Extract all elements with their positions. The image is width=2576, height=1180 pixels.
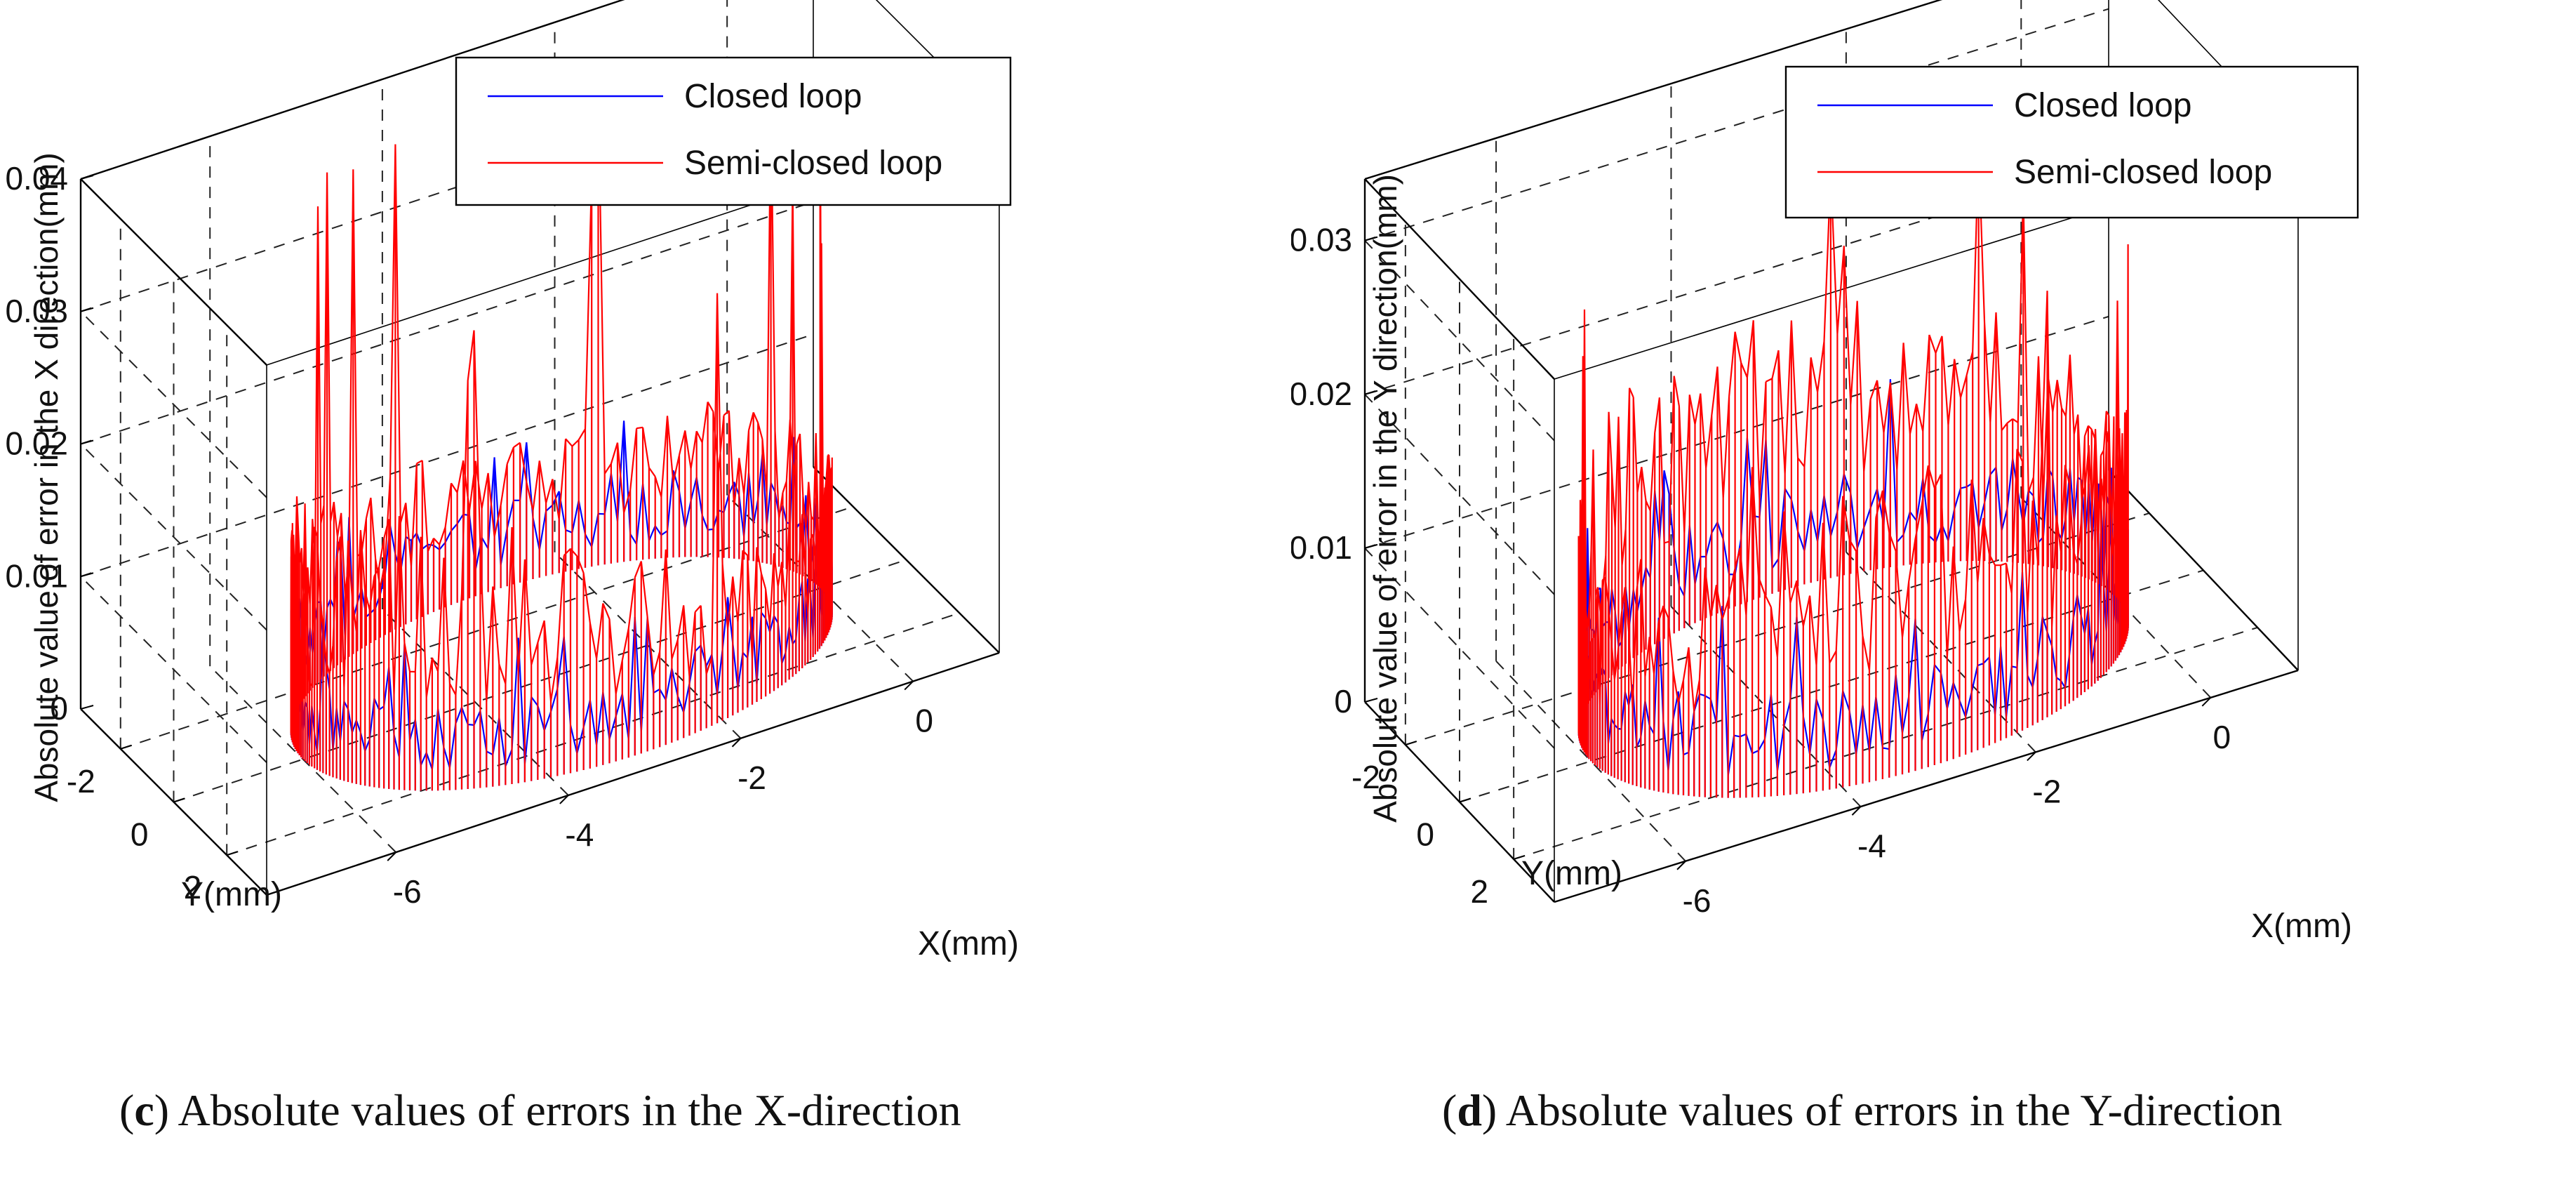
c-y-tick-label: 2 (184, 869, 202, 906)
d-y-axis-label: Y(mm) (1521, 855, 1622, 892)
d-x-tick-label: -4 (1857, 828, 1886, 864)
d-legend-box (1784, 65, 2359, 219)
c-y-tick-mark (120, 744, 133, 750)
chart-c: 00.010.020.030.040-2-4-620-2X(mm)Y(mm)Ab… (5, 0, 1019, 962)
d-z-axis-label: Absolute value of error in the Y directi… (1367, 174, 1403, 823)
c-legend-label-closed-loop: Closed loop (684, 78, 862, 115)
c-x-tick-label: -4 (565, 816, 594, 853)
d-legend-label-semi-closed-loop: Semi-closed loop (2014, 154, 2272, 191)
d-grid-z-back (1364, 161, 2109, 395)
c-legend-label-semi-closed-loop: Semi-closed loop (684, 145, 942, 182)
c-y-tick-mark (226, 851, 239, 856)
d-y-tick-label: -2 (1352, 759, 1380, 795)
caption-d: (d) Absolute values of errors in the Y-d… (1442, 1085, 2283, 1135)
c-x-tick-mark (387, 851, 396, 861)
d-series-semi-closed-loop-line (1577, 146, 2129, 798)
d-axis-x (1554, 669, 2299, 903)
d-x-tick-mark (1676, 861, 1686, 870)
d-y-tick-mark (1513, 854, 1526, 860)
c-z-tick-mark (80, 307, 94, 312)
c-z-tick-mark (80, 439, 94, 445)
d-y-tick-label: 0 (1416, 816, 1434, 853)
d-grid-y-floor (1513, 626, 2258, 860)
c-grid-y-floor (120, 505, 854, 750)
d-z-tick-mark (1364, 543, 1378, 549)
d-z-tick-mark (1364, 236, 1378, 241)
c-grid-y-floor (226, 612, 960, 856)
c-axis-x (266, 651, 1000, 896)
d-y-tick-mark (1459, 797, 1471, 803)
c-z-tick-label: 0.02 (5, 425, 68, 462)
c-x-tick-mark (731, 738, 742, 748)
d-x-tick-label: -6 (1683, 882, 1711, 919)
c-legend-box (455, 56, 1012, 206)
d-legend-label-closed-loop: Closed loop (2014, 87, 2192, 124)
caption-c: (c) Absolute values of errors in the X-d… (119, 1085, 961, 1135)
panel-d: 0 0.01 0.02 0.03 0 -2 -4 -6 2 0 -2 X(mm) Y(mm) Absolu… (1291, 0, 2576, 1053)
d-z-tick-label: 0.02 (1291, 376, 1352, 412)
caption-d-letter: d (1457, 1085, 1482, 1135)
c-grid-z-back (80, 333, 814, 578)
d-z-tick-label: 0.01 (1291, 529, 1352, 566)
d-x-axis-label: X(mm) (2251, 908, 2352, 945)
d-x-tick-mark (1851, 806, 1862, 816)
c-z-tick-mark (80, 175, 94, 180)
d-box-edge (1364, 0, 1943, 180)
c-z-tick-label: 0.04 (5, 160, 68, 197)
caption-c-text: Absolute values of errors in the X-direc… (178, 1085, 961, 1135)
d-z-tick-label: 0 (1334, 683, 1352, 720)
c-z-tick-label: 0 (50, 690, 68, 727)
c-y-axis-label: Y(mm) (181, 876, 282, 913)
c-grid-z-back (80, 68, 814, 312)
d-grid-z-back (1364, 315, 2109, 549)
caption-d-text: Absolute values of errors in the Y-direc… (1505, 1085, 2283, 1135)
d-box-edge (1364, 178, 1555, 380)
c-x-tick-mark (559, 795, 569, 804)
c-y-tick-label: 0 (131, 816, 149, 853)
c-box-edge (80, 0, 625, 180)
c-x-tick-label: 0 (915, 703, 933, 739)
d-y-tick-mark (1405, 741, 1417, 746)
d-grid-x-floor (1846, 551, 2036, 753)
d-x-tick-mark (2027, 751, 2036, 762)
c-x-tick-label: -2 (738, 760, 766, 796)
panel-c: 0 0.01 0.02 0.03 0.04 0 -2 -4 -6 2 0 -2 X(mm) Y(mm) Ab… (0, 0, 1263, 1053)
c-grid-y-floor (173, 559, 907, 803)
d-grid-y-floor (1405, 512, 2150, 746)
d-y-tick-label: 2 (1471, 873, 1489, 910)
c-z-tick-label: 0.01 (5, 557, 68, 594)
c-x-axis-label: X(mm) (918, 925, 1019, 962)
d-grid-x-floor (1495, 661, 1686, 862)
d-grid-z-back (1364, 8, 2109, 241)
c-z-tick-mark (80, 705, 94, 710)
d-x-tick-mark (2201, 697, 2212, 707)
d-grid-y-floor (1459, 569, 2204, 803)
chart-d: 00.010.020.030-2-4-620-2X(mm)Y(mm)Absolu… (1291, 0, 2359, 945)
d-grid-z-left (1364, 548, 1555, 749)
c-grid-x-floor (209, 665, 396, 853)
c-y-tick-label: -2 (67, 763, 95, 800)
d-z-tick-label: 0.03 (1291, 222, 1352, 258)
c-series-semi-closed-loop-line (290, 81, 833, 791)
c-grid-z-back (80, 201, 814, 445)
d-z-tick-mark (1364, 698, 1378, 703)
c-x-tick-mark (904, 680, 914, 691)
c-y-tick-mark (173, 797, 185, 803)
caption-c-letter: c (134, 1085, 154, 1135)
c-box-edge (813, 466, 1000, 654)
d-grid-z-left (1364, 239, 1555, 442)
d-x-tick-label: 0 (2213, 719, 2231, 755)
c-z-tick-label: 0.03 (5, 293, 68, 329)
d-z-tick-mark (1364, 390, 1378, 395)
d-grid-z-left (1364, 394, 1555, 595)
d-box-edge (2108, 470, 2299, 671)
c-z-axis-label: Absolute value of error in the X directi… (28, 152, 65, 802)
c-box-edge (80, 178, 267, 366)
c-z-tick-mark (80, 572, 94, 578)
c-x-tick-label: -6 (393, 873, 422, 910)
d-x-tick-label: -2 (2032, 773, 2061, 809)
